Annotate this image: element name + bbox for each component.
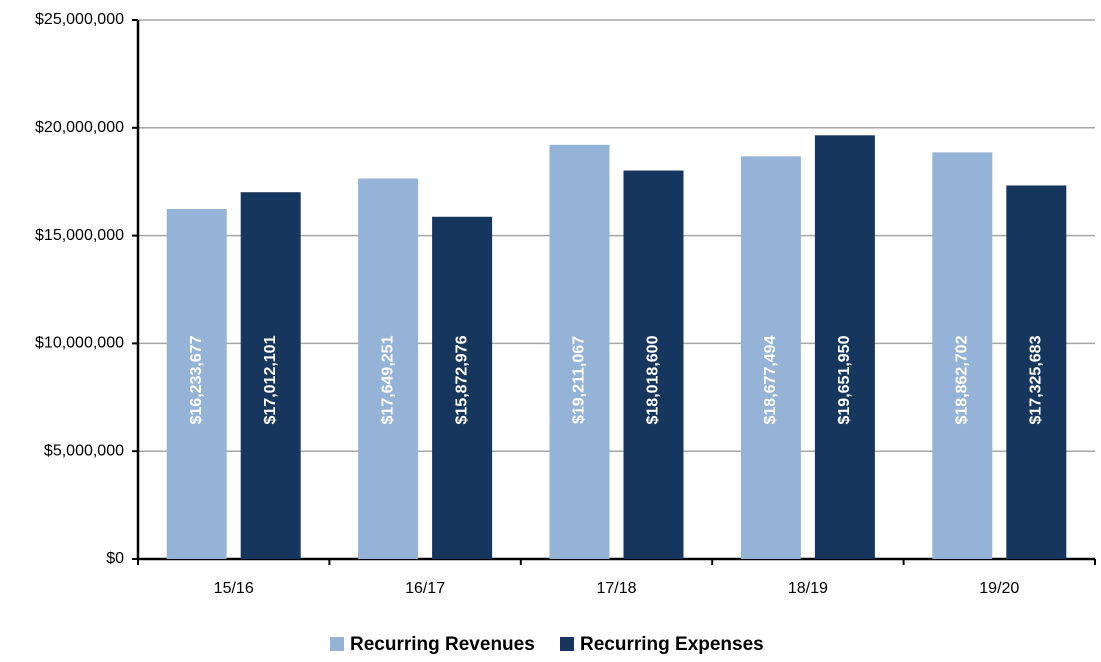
value-label: $18,677,494 <box>762 335 779 424</box>
bar <box>166 209 227 559</box>
bar <box>549 144 610 560</box>
bar <box>814 135 875 559</box>
value-label: $17,649,251 <box>379 335 396 424</box>
x-tick-label: 18/19 <box>788 580 828 597</box>
legend-swatch <box>330 637 344 651</box>
value-label: $17,325,683 <box>1028 335 1045 424</box>
legend-swatch <box>560 637 574 651</box>
bar <box>432 216 493 560</box>
y-tick-label: $5,000,000 <box>44 442 124 459</box>
x-tick-label: 16/17 <box>405 580 445 597</box>
bar <box>932 152 993 560</box>
value-label: $18,862,702 <box>954 335 971 424</box>
value-label: $18,018,600 <box>645 335 662 424</box>
value-label: $15,872,976 <box>453 335 470 424</box>
y-tick-label: $25,000,000 <box>35 11 124 28</box>
bar <box>740 156 801 559</box>
x-tick-label: 19/20 <box>979 580 1019 597</box>
legend-label: Recurring Expenses <box>580 634 764 655</box>
value-label: $19,211,067 <box>571 336 588 424</box>
bar <box>623 170 684 559</box>
x-tick-label: 17/18 <box>596 580 636 597</box>
y-tick-label: $0 <box>106 550 124 567</box>
x-tick-label: 15/16 <box>214 580 254 597</box>
bar <box>240 192 301 559</box>
y-tick-label: $10,000,000 <box>35 335 124 352</box>
y-tick-label: $20,000,000 <box>35 119 124 136</box>
value-label: $16,233,677 <box>188 335 205 424</box>
bar <box>358 178 419 559</box>
bar <box>1006 185 1067 560</box>
value-label: $19,651,950 <box>836 335 853 424</box>
y-tick-label: $15,000,000 <box>35 227 124 244</box>
legend-label: Recurring Revenues <box>350 634 535 655</box>
value-label: $17,012,101 <box>262 335 279 424</box>
